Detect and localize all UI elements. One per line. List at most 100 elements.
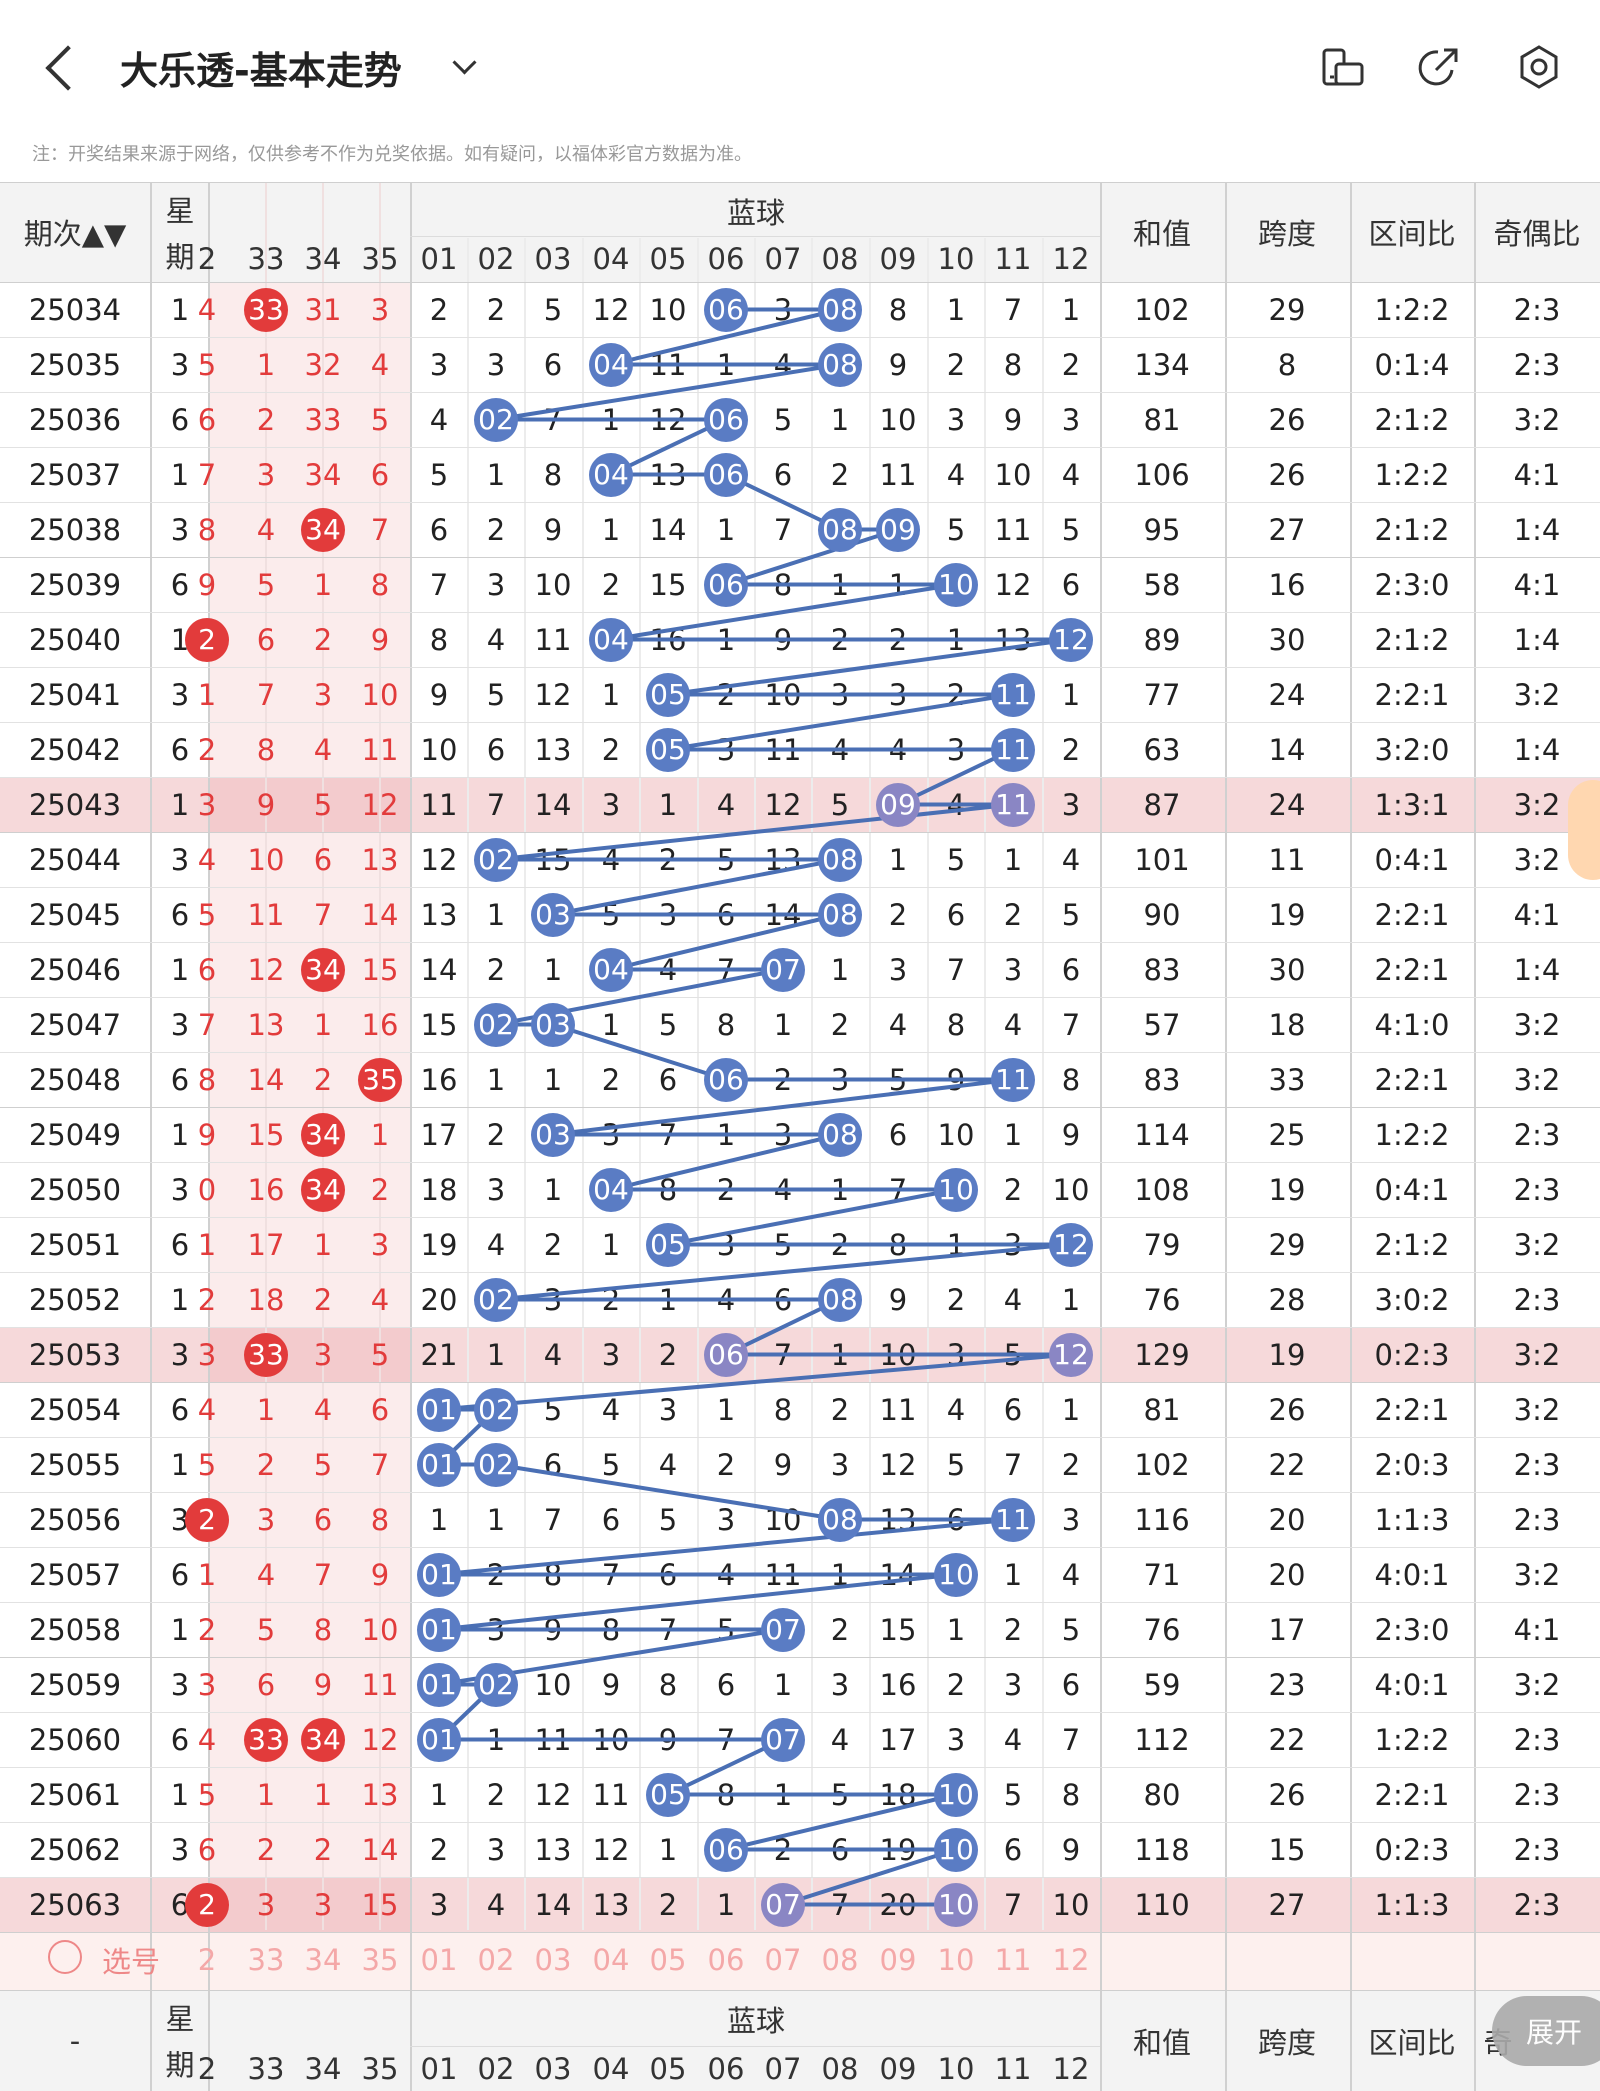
front-miss-count: 3 [370, 292, 390, 327]
blue-ball: 08 [818, 507, 862, 552]
stat-col-header: 和值 [1132, 217, 1191, 251]
page-title[interactable]: 大乐透-基本走势 [120, 49, 402, 93]
blue-miss-count: 9 [543, 1612, 563, 1647]
front-miss-count: 3 [313, 1887, 333, 1922]
stat-cell: 19 [1268, 1172, 1306, 1207]
front-miss-count: 2 [197, 1282, 217, 1317]
column-header-week: 期 [165, 240, 195, 274]
blue-miss-count: 5 [716, 842, 736, 877]
select-blue-number[interactable]: 12 [1052, 1943, 1090, 1977]
blue-miss-count: 3 [486, 567, 506, 602]
stat-cell: 4:0:1 [1374, 1667, 1450, 1702]
stat-cell: 76 [1143, 1282, 1181, 1317]
stat-cell: 59 [1143, 1667, 1181, 1702]
share-icon[interactable] [1416, 44, 1462, 90]
select-blue-number[interactable]: 10 [937, 1943, 975, 1977]
blue-miss-count: 13 [879, 1502, 917, 1537]
blue-miss-count: 5 [658, 1007, 678, 1042]
blue-col-header: 05 [649, 242, 687, 276]
front-miss-count: 4 [197, 1392, 217, 1427]
blue-miss-count: 1 [773, 1777, 793, 1812]
select-front-number[interactable]: 34 [304, 1943, 342, 1977]
front-zone-bg [208, 997, 412, 1052]
front-col-header: 2 [197, 2051, 217, 2086]
stat-cell: 3:2 [1513, 677, 1561, 712]
front-miss-count: 8 [370, 567, 390, 602]
blue-miss-count: 1 [486, 457, 506, 492]
blue-miss-count: 5 [1061, 897, 1081, 932]
screen-rotate-icon[interactable] [1320, 44, 1366, 90]
blue-ball: 07 [761, 1882, 805, 1927]
select-blue-number[interactable]: 02 [477, 1943, 515, 1977]
select-blue-number[interactable]: 06 [707, 1943, 745, 1977]
expand-button[interactable]: 展开 [1492, 1996, 1600, 2066]
stat-cell: 0:2:3 [1374, 1337, 1450, 1372]
blue-col-header: 01 [420, 2051, 458, 2086]
blue-miss-count: 1 [830, 1172, 850, 1207]
blue-miss-count: 1 [830, 1337, 850, 1372]
front-miss-count: 6 [370, 457, 390, 492]
blue-ball: 06 [704, 452, 748, 497]
front-col-header: 33 [247, 242, 285, 276]
select-blue-number[interactable]: 09 [879, 1943, 917, 1977]
select-blue-number[interactable]: 03 [534, 1943, 572, 1977]
select-blue-number[interactable]: 04 [592, 1943, 630, 1977]
blue-miss-count: 8 [888, 1227, 908, 1262]
row-divider [0, 1052, 1600, 1053]
row-divider [0, 997, 1600, 998]
stat-cell: 2:3 [1513, 347, 1561, 382]
select-blue-number[interactable]: 05 [649, 1943, 687, 1977]
weekday-cell: 1 [170, 1777, 190, 1812]
front-miss-count: 14 [361, 1832, 399, 1867]
select-front-number[interactable]: 2 [197, 1943, 217, 1977]
blue-miss-count: 14 [534, 1887, 572, 1922]
front-ball: 33 [244, 1717, 288, 1762]
blue-miss-count: 9 [773, 1447, 793, 1482]
blue-miss-count: 1 [946, 1227, 966, 1262]
blue-ball: 08 [818, 342, 862, 387]
blue-miss-count: 3 [888, 952, 908, 987]
blue-ball: 05 [646, 727, 690, 772]
blue-miss-count: 4 [486, 622, 506, 657]
blue-miss-count: 3 [543, 1282, 563, 1317]
blue-miss-count: 10 [592, 1722, 630, 1757]
floating-side-tab[interactable] [1568, 780, 1600, 880]
select-front-number[interactable]: 33 [247, 1943, 285, 1977]
column-divider [208, 182, 210, 2091]
period-cell: 25042 [28, 732, 122, 767]
blue-col-header: 12 [1052, 242, 1090, 276]
stat-cell: 33 [1268, 1062, 1306, 1097]
select-label[interactable]: 选号 [101, 1945, 160, 1979]
blue-miss-count: 11 [879, 457, 917, 492]
select-blue-number[interactable]: 01 [420, 1943, 458, 1977]
blue-miss-count: 3 [486, 347, 506, 382]
settings-hexagon-icon[interactable] [1516, 44, 1562, 90]
blue-miss-count: 2 [716, 1447, 736, 1482]
blue-miss-count: 3 [429, 1887, 449, 1922]
select-front-number[interactable]: 35 [361, 1943, 399, 1977]
select-blue-number[interactable]: 08 [821, 1943, 859, 1977]
period-cell: 25034 [28, 292, 122, 327]
select-radio[interactable] [48, 1940, 82, 1974]
front-miss-count: 3 [256, 1887, 276, 1922]
select-blue-number[interactable]: 11 [994, 1943, 1032, 1977]
blue-miss-count: 9 [888, 1282, 908, 1317]
blue-miss-count: 4 [946, 1392, 966, 1427]
blue-miss-count: 2 [888, 897, 908, 932]
blue-miss-count: 8 [543, 457, 563, 492]
front-zone-bg [208, 1492, 412, 1547]
blue-ball: 10 [934, 1167, 978, 1212]
blue-miss-count: 5 [946, 512, 966, 547]
blue-ball: 01 [417, 1662, 461, 1707]
front-miss-count: 4 [313, 732, 333, 767]
blue-miss-count: 11 [420, 787, 458, 822]
front-miss-count: 10 [361, 1612, 399, 1647]
blue-miss-count: 3 [1003, 952, 1023, 987]
front-miss-count: 16 [361, 1007, 399, 1042]
front-miss-count: 2 [197, 732, 217, 767]
blue-miss-count: 6 [486, 732, 506, 767]
blue-col-header: 10 [937, 242, 975, 276]
column-header-week: 星 [165, 2002, 195, 2036]
select-blue-number[interactable]: 07 [764, 1943, 802, 1977]
front-miss-count: 0 [197, 1172, 217, 1207]
